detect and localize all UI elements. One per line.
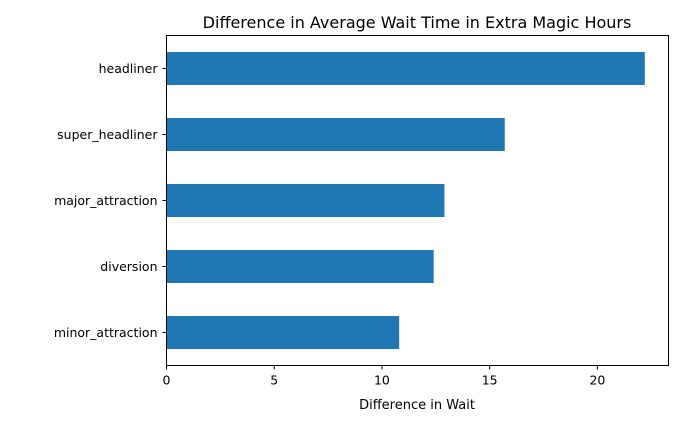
y-ticks: headliner super_headliner major_attraction… <box>54 61 167 340</box>
bar-diversion <box>166 250 434 283</box>
x-ticks: 0 5 10 15 20 <box>163 365 605 388</box>
y-tick-label: diversion <box>100 259 157 274</box>
x-axis-label: Difference in Wait <box>359 398 475 413</box>
chart-title: Difference in Average Wait Time in Extra… <box>203 13 632 32</box>
y-tick-label: minor_attraction <box>54 325 158 340</box>
x-tick-label: 0 <box>163 373 171 388</box>
y-tick-label: super_headliner <box>57 127 158 142</box>
y-tick-label: headliner <box>99 61 159 76</box>
bars-layer <box>166 52 645 349</box>
bar-headliner <box>166 52 645 85</box>
x-tick-label: 5 <box>270 373 278 388</box>
bar-super-headliner <box>166 118 505 151</box>
bar-minor-attraction <box>166 316 400 349</box>
plot-frame <box>166 35 669 366</box>
y-tick-label: major_attraction <box>54 193 157 208</box>
x-tick-label: 15 <box>482 373 498 388</box>
x-tick-label: 10 <box>374 373 390 388</box>
x-tick-label: 20 <box>589 373 605 388</box>
bar-major-attraction <box>166 184 445 217</box>
